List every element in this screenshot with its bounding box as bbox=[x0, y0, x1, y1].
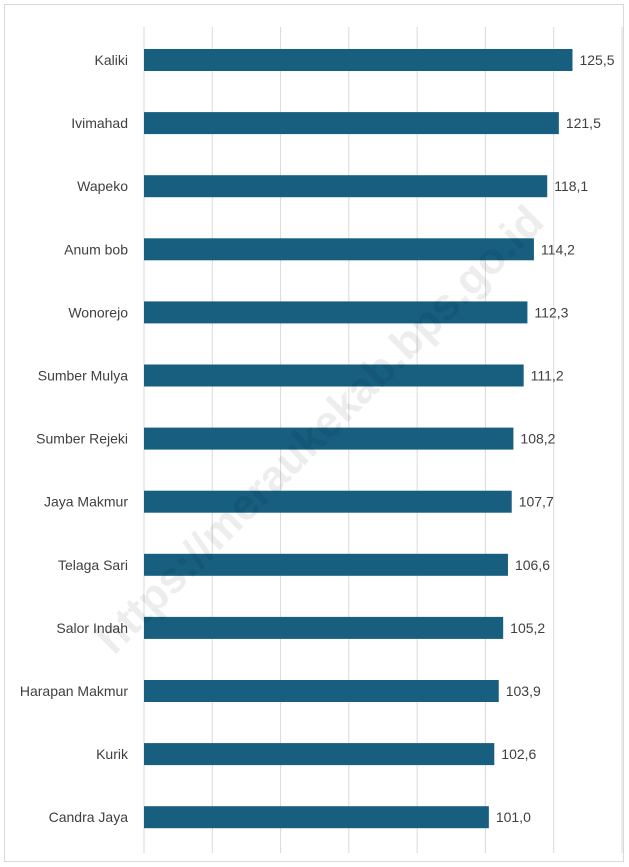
category-label: Anum bob bbox=[64, 241, 128, 257]
bar bbox=[144, 49, 573, 71]
value-label: 103,9 bbox=[506, 683, 541, 699]
labels: Kaliki 125,5 Ivimahad 121,5 Wapeko 118,1 Anum … bbox=[20, 52, 615, 825]
category-label: Kaliki bbox=[95, 52, 128, 68]
value-label: 118,1 bbox=[554, 178, 588, 194]
bar bbox=[144, 616, 504, 639]
bar bbox=[144, 364, 524, 387]
bar bbox=[144, 806, 489, 829]
category-label: Jaya Makmur bbox=[44, 494, 128, 510]
bar bbox=[144, 427, 514, 450]
category-label: Telaga Sari bbox=[58, 557, 128, 573]
category-label: Sumber Mulya bbox=[38, 368, 128, 384]
value-label: 121,5 bbox=[566, 115, 601, 131]
chart-frame: Kaliki 125,5 Ivimahad 121,5 Wapeko 118,1 Anum … bbox=[4, 4, 624, 862]
value-label: 112,3 bbox=[534, 304, 568, 320]
value-label: 102,6 bbox=[501, 746, 536, 762]
value-label: 111,2 bbox=[531, 368, 564, 384]
category-label: Wonorejo bbox=[68, 304, 128, 320]
bar bbox=[144, 680, 499, 702]
bar bbox=[144, 490, 512, 513]
category-label: Harapan Makmur bbox=[20, 683, 128, 699]
category-label: Ivimahad bbox=[71, 115, 128, 131]
category-label: Candra Jaya bbox=[49, 809, 129, 825]
value-label: 108,2 bbox=[520, 431, 555, 447]
value-label: 125,5 bbox=[579, 52, 614, 68]
bar bbox=[144, 743, 495, 766]
category-label: Salor Indah bbox=[56, 620, 128, 636]
value-label: 106,6 bbox=[515, 557, 550, 573]
bar bbox=[144, 112, 559, 135]
category-label: Kurik bbox=[96, 746, 129, 762]
bar bbox=[144, 301, 528, 324]
bar bbox=[144, 238, 534, 261]
value-label: 114,2 bbox=[541, 241, 575, 257]
value-label: 107,7 bbox=[519, 494, 554, 510]
bar-chart: Kaliki 125,5 Ivimahad 121,5 Wapeko 118,1 Anum … bbox=[20, 27, 623, 853]
value-label: 101,0 bbox=[496, 809, 531, 825]
category-label: Wapeko bbox=[77, 178, 128, 194]
bars bbox=[144, 49, 573, 829]
category-label: Sumber Rejeki bbox=[36, 431, 128, 447]
bar bbox=[144, 175, 548, 198]
value-label: 105,2 bbox=[510, 620, 545, 636]
bar bbox=[144, 553, 508, 576]
